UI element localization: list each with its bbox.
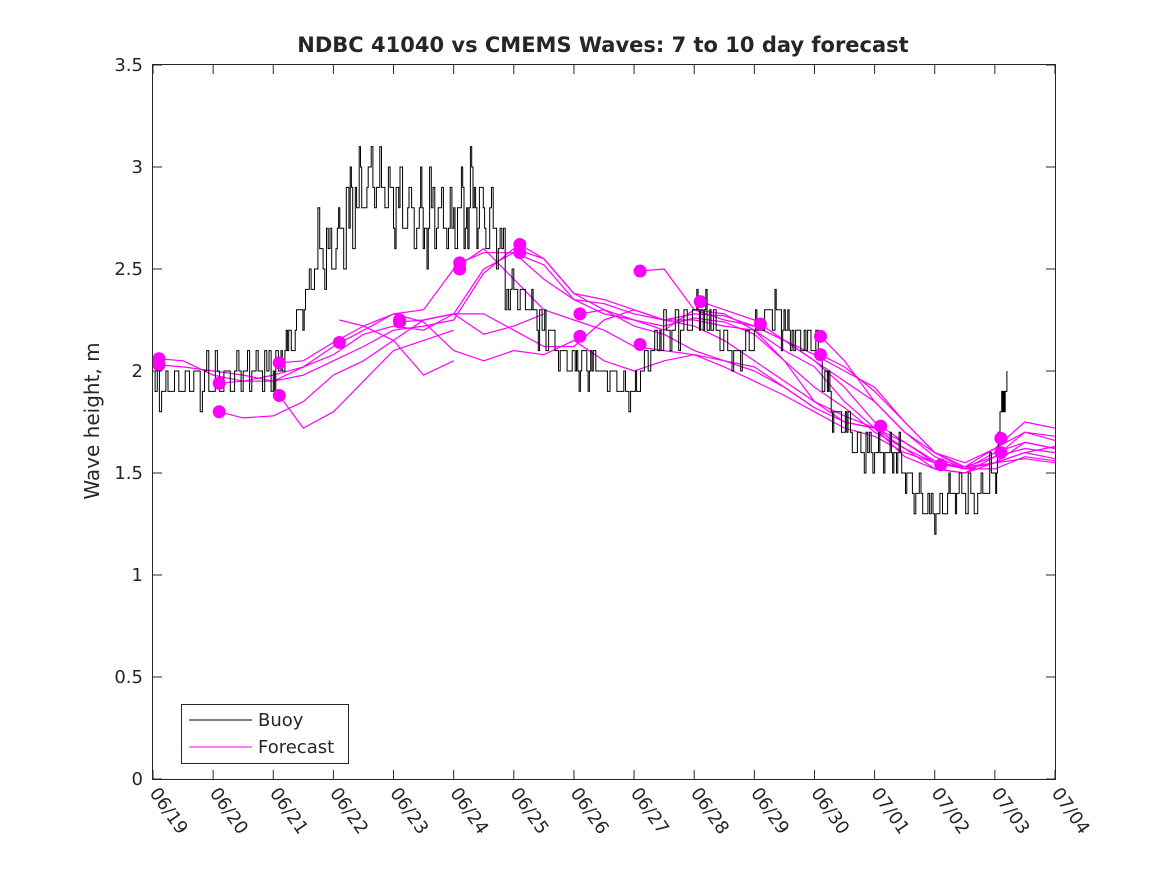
buoy-line <box>153 146 1008 535</box>
forecast-start-marker-19 <box>813 329 827 343</box>
forecast-start-marker-10 <box>453 262 467 276</box>
forecast-start-marker-6 <box>332 335 346 349</box>
y-tick-label-3: 1.5 <box>114 463 143 484</box>
forecast-line-12 <box>700 301 1056 470</box>
plot-markers <box>152 238 1008 472</box>
forecast-start-marker-20 <box>813 348 827 362</box>
forecast-start-marker-15 <box>633 264 647 278</box>
y-tick-label-1: 0.5 <box>114 667 143 688</box>
forecast-line-10 <box>579 309 815 409</box>
legend-buoy-label: Buoy <box>258 710 304 731</box>
forecast-start-marker-16 <box>633 337 647 351</box>
y-tick-label-6: 3 <box>132 157 143 178</box>
y-tick-label-7: 3.5 <box>114 55 143 76</box>
y-axis-label: Wave height, m <box>80 342 104 499</box>
forecast-start-marker-14 <box>573 329 587 343</box>
forecast-line-9 <box>519 243 1056 474</box>
chart-title: NDBC 41040 vs CMEMS Waves: 7 to 10 day f… <box>297 33 908 57</box>
forecast-start-marker-3 <box>212 405 226 419</box>
y-tick-label-5: 2.5 <box>114 259 143 280</box>
forecast-start-marker-1 <box>152 358 166 372</box>
forecast-start-marker-8 <box>393 315 407 329</box>
forecast-start-marker-5 <box>272 388 286 402</box>
plot-frame <box>152 64 1056 780</box>
y-tick-label-4: 2 <box>132 361 143 382</box>
forecast-start-marker-4 <box>272 356 286 370</box>
forecast-line-2 <box>219 313 1056 470</box>
forecast-start-marker-17 <box>693 295 707 309</box>
forecast-start-marker-24 <box>994 446 1008 460</box>
forecast-line-14 <box>820 354 1056 464</box>
forecast-start-marker-21 <box>874 419 888 433</box>
forecast-start-marker-18 <box>753 317 767 331</box>
forecast-start-marker-22 <box>934 458 948 472</box>
legend-box <box>181 704 349 764</box>
forecast-start-marker-2 <box>212 376 226 390</box>
y-tick-label-2: 1 <box>132 565 143 586</box>
forecast-line-6 <box>339 319 454 376</box>
forecast-start-marker-23 <box>994 431 1008 445</box>
forecast-start-marker-13 <box>573 307 587 321</box>
y-tick-label-0: 0 <box>132 769 143 790</box>
legend-forecast-label: Forecast <box>258 737 334 758</box>
plot-lines <box>153 146 1056 535</box>
y-axis-ticks: 0 0.5 1 1.5 2 2.5 3 3.5 <box>114 55 1055 790</box>
forecast-line-7 <box>399 313 545 335</box>
forecast-start-marker-12 <box>513 246 527 260</box>
legend: Buoy Forecast <box>181 704 349 764</box>
forecast-line-5 <box>278 329 454 429</box>
